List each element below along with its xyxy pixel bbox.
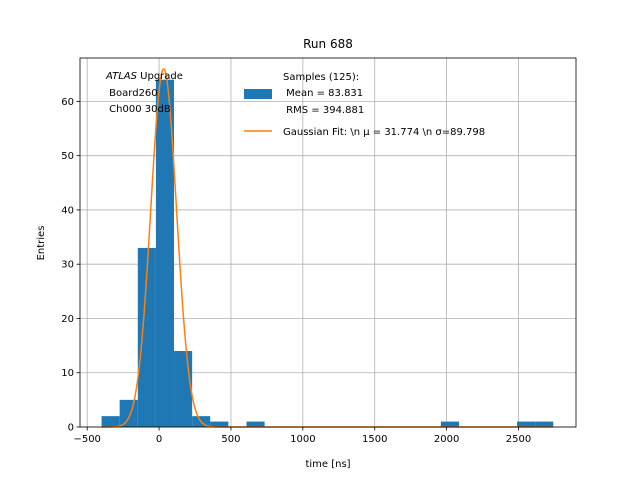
histogram-bar <box>137 247 156 427</box>
atlas-annotation: ATLAS Upgrade Board260 Ch000 30dB <box>105 71 183 115</box>
atlas-upgrade-label: Upgrade <box>137 71 183 82</box>
histogram-bar <box>155 79 175 428</box>
atlas-label: ATLAS <box>105 71 138 82</box>
atlas-board-label: Board260 <box>106 88 158 99</box>
x-tick-label: 1500 <box>362 434 387 445</box>
histogram-bar <box>119 399 138 427</box>
histogram-bar <box>174 351 193 427</box>
legend-mean-label: Mean = 83.831 <box>283 88 363 99</box>
histogram-bars <box>101 79 554 428</box>
legend-rms-label: RMS = 394.881 <box>283 105 364 116</box>
atlas-line-1: ATLAS Upgrade <box>105 71 183 82</box>
x-tick-label: 500 <box>221 434 240 445</box>
x-axis-label: time [ns] <box>305 459 350 470</box>
histogram-bar <box>101 416 120 427</box>
histogram-bar <box>210 421 229 427</box>
plot-frame <box>79 57 577 428</box>
y-tick-label: 20 <box>61 314 74 325</box>
histogram-bar <box>246 421 265 427</box>
y-tick-label: 60 <box>61 97 74 108</box>
y-tick-label: 0 <box>68 423 74 434</box>
x-tick-label: −500 <box>73 434 100 445</box>
histogram-bar <box>517 421 536 427</box>
legend-histogram-swatch <box>244 89 272 99</box>
x-tick-label: 0 <box>156 434 162 445</box>
legend: Samples (125): Mean = 83.831 RMS = 394.8… <box>244 72 485 138</box>
y-axis-label: Entries <box>36 226 47 261</box>
atlas-channel-label: Ch000 30dB <box>106 104 171 115</box>
x-tick-label: 1000 <box>290 434 315 445</box>
y-tick-label: 40 <box>61 205 74 216</box>
x-tick-label: 2000 <box>434 434 459 445</box>
chart-title: Run 688 <box>303 37 353 51</box>
legend-fit-label: Gaussian Fit: \n μ = 31.774 \n σ=89.798 <box>283 127 485 138</box>
x-tick-label: 2500 <box>506 434 531 445</box>
histogram-bar <box>535 421 554 427</box>
y-tick-label: 10 <box>61 368 74 379</box>
legend-samples-label: Samples (125): <box>283 72 359 83</box>
histogram-bar <box>440 421 459 427</box>
y-tick-label: 50 <box>61 151 74 162</box>
y-tick-label: 30 <box>61 260 74 271</box>
